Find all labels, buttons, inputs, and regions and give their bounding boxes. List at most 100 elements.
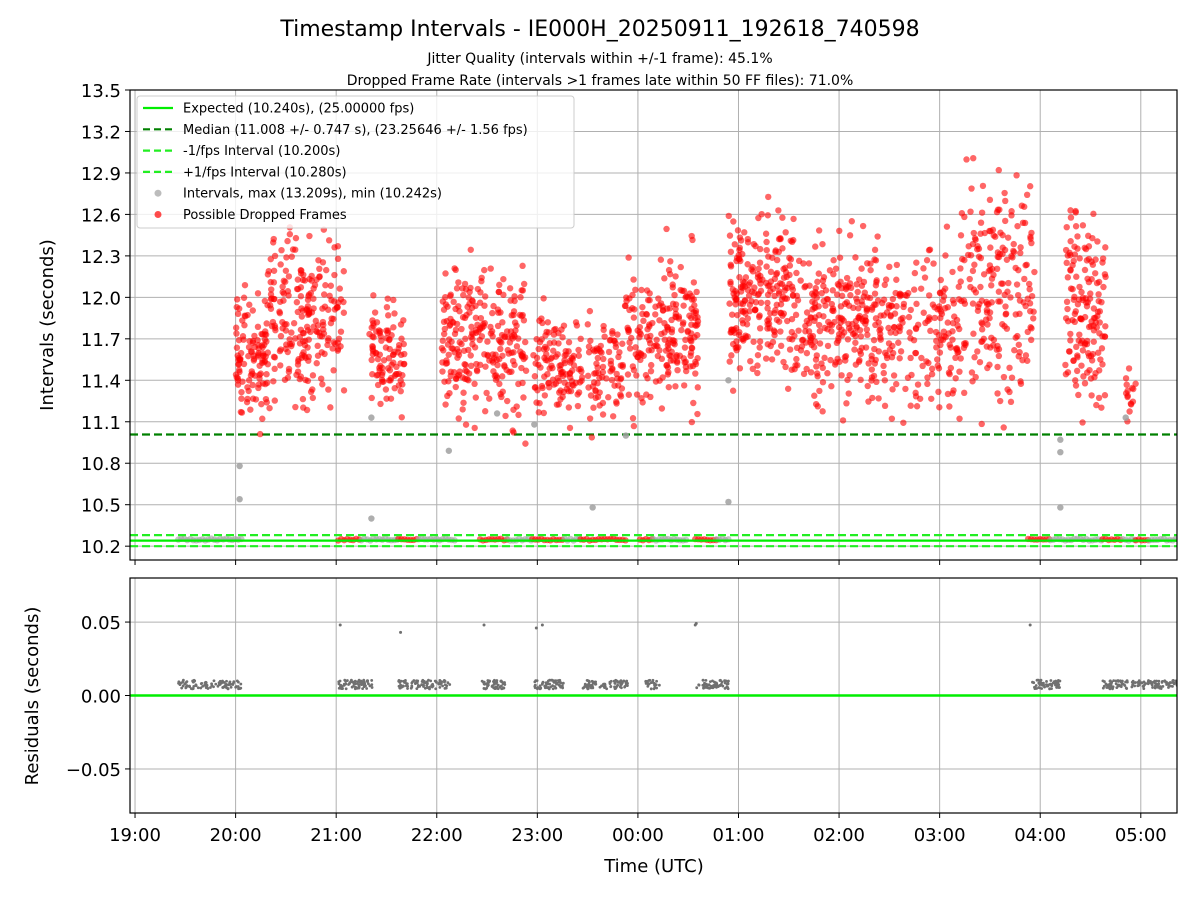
dropped-frame-point <box>630 314 638 321</box>
dropped-frame-point <box>249 395 257 402</box>
dropped-frame-point <box>881 402 889 410</box>
residual-point <box>609 679 613 683</box>
residual-point <box>1166 682 1170 685</box>
residual-point <box>357 678 361 682</box>
residual-point <box>189 687 193 691</box>
dropped-frame-point <box>1013 281 1021 288</box>
residual-point <box>1045 680 1048 683</box>
dropped-frame-point <box>255 384 262 392</box>
dropped-frame-point <box>886 263 893 271</box>
residual-point <box>1142 687 1146 691</box>
dropped-frame-point <box>282 267 290 274</box>
dropped-frame-point <box>1089 261 1097 268</box>
dropped-frame-point <box>522 440 529 447</box>
dropped-frame-point <box>739 278 747 285</box>
dropped-frame-point <box>319 318 327 326</box>
dropped-frame-point <box>859 222 867 230</box>
dropped-frame-point <box>807 339 814 346</box>
dropped-frame-point <box>1010 247 1017 255</box>
dropped-frame-point <box>629 415 637 422</box>
dropped-frame-point <box>1015 341 1023 348</box>
dropped-frame-point <box>999 244 1006 251</box>
dropped-frame-point <box>885 301 893 309</box>
dropped-frame-point <box>779 245 786 252</box>
residual-point <box>1028 623 1032 627</box>
dropped-frame-point <box>793 355 800 363</box>
dropped-frame-point <box>1031 268 1038 276</box>
dropped-frame-point <box>298 267 305 274</box>
dropped-frame-point <box>617 391 624 398</box>
residual-point <box>188 684 191 688</box>
residual-point <box>486 683 490 687</box>
dropped-frame-point <box>955 283 962 290</box>
dropped-frame-point <box>309 394 317 402</box>
dropped-frame-point <box>566 424 574 432</box>
dropped-frame-point <box>1076 331 1083 338</box>
dropped-frame-point <box>1074 300 1082 308</box>
dropped-frame-point <box>387 395 395 402</box>
residual-point <box>703 681 706 685</box>
dropped-frame-point <box>277 332 285 340</box>
dropped-frame-point <box>633 391 641 398</box>
residual-point <box>586 687 590 691</box>
dropped-frame-point <box>658 355 666 363</box>
dropped-frame-point <box>613 400 620 407</box>
dropped-frame-point <box>755 214 762 222</box>
dropped-frame-point <box>513 343 521 350</box>
x-tick-label: 00:00 <box>612 825 664 846</box>
dropped-frame-point <box>726 232 734 239</box>
dropped-frame-point <box>294 308 302 316</box>
dropped-frame-point <box>258 400 265 408</box>
dropped-frame-point <box>480 322 487 330</box>
dropped-frame-point <box>824 296 832 303</box>
dropped-frame-point <box>870 336 878 344</box>
dropped-frame-point <box>263 399 270 406</box>
dropped-frame-point <box>317 375 325 382</box>
dropped-frame-point <box>309 372 317 379</box>
dropped-frame-point <box>967 208 974 215</box>
dropped-frame-point <box>380 357 388 364</box>
dropped-frame-point <box>824 342 832 350</box>
residual-point <box>420 683 424 687</box>
dropped-frame-point <box>312 317 320 325</box>
residual-point <box>226 687 230 691</box>
dropped-frame-point <box>471 380 478 388</box>
dropped-frame-point <box>467 362 475 370</box>
dropped-frame-point <box>395 345 402 352</box>
dropped-frame-point <box>979 182 987 190</box>
dropped-frame-point <box>729 387 737 394</box>
dropped-frame-point <box>769 254 776 261</box>
dropped-frame-point <box>656 347 663 354</box>
dropped-frame-point <box>285 292 292 299</box>
dropped-frame-point <box>923 257 931 264</box>
dropped-frame-point <box>983 343 991 350</box>
dropped-frame-point <box>240 294 248 301</box>
dropped-frame-point <box>923 358 930 365</box>
residual-point <box>1101 679 1105 683</box>
dropped-frame-point <box>978 209 986 216</box>
dropped-frame-point <box>285 365 293 373</box>
dropped-frame-point <box>819 364 826 372</box>
dropped-frame-point <box>757 299 765 306</box>
residual-point <box>1111 687 1114 691</box>
dropped-frame-point <box>307 328 314 336</box>
dropped-frame-point <box>294 285 302 293</box>
residual-point <box>232 680 236 684</box>
dropped-frame-point <box>1070 296 1078 303</box>
dropped-frame-point <box>737 288 745 295</box>
dropped-frame-point <box>1084 299 1091 306</box>
dropped-frame-point <box>988 275 996 282</box>
dropped-frame-point <box>263 338 270 345</box>
dropped-frame-point <box>1063 259 1070 267</box>
residuals-y-tick-label: 0.00 <box>81 687 121 708</box>
residual-point <box>548 678 551 682</box>
dropped-frame-point <box>998 280 1005 287</box>
residual-point <box>707 686 711 690</box>
dropped-frame-point <box>749 365 757 373</box>
intervals-plot-panel: 10.2 10.5 10.8 11.1 11.4 11.7 12.0 12.3 12.6 12.9… <box>81 81 1178 565</box>
dropped-frame-point <box>643 310 650 318</box>
residual-point <box>410 681 414 685</box>
residual-point <box>201 684 205 688</box>
dropped-frame-point <box>833 291 841 298</box>
dropped-frame-point <box>281 376 289 383</box>
